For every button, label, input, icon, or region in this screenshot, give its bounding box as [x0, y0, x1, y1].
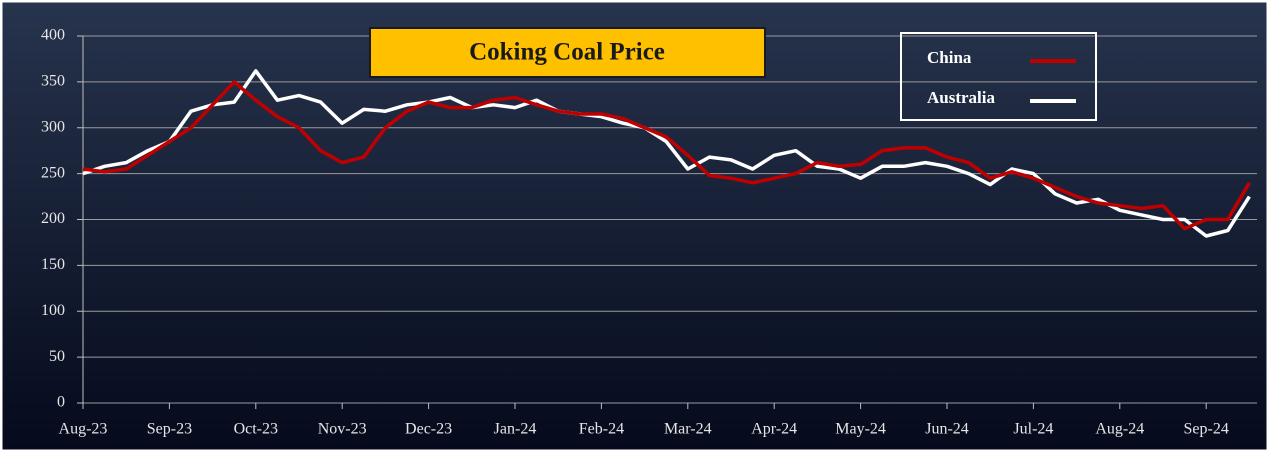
- y-tick-label: 400: [41, 27, 65, 44]
- x-tick-label: Aug-24: [1095, 421, 1144, 438]
- y-tick-label: 300: [41, 118, 65, 135]
- y-tick-label: 0: [57, 394, 65, 411]
- line-1: [82, 69, 1251, 238]
- y-tick-label: 150: [41, 256, 65, 273]
- x-tick-label: Nov-23: [318, 421, 367, 438]
- x-tick-label: Dec-23: [405, 421, 452, 438]
- x-tick-label: Apr-24: [751, 421, 797, 438]
- x-tick-label: Jan-24: [494, 421, 537, 438]
- x-tick-label: Jun-24: [925, 421, 969, 438]
- legend: China Australia: [927, 48, 1076, 107]
- x-tick-label: Aug-23: [59, 421, 108, 438]
- x-tick-label: Mar-24: [664, 421, 712, 438]
- x-tick-label: Sep-24: [1184, 421, 1229, 438]
- y-tick-label: 250: [41, 164, 65, 181]
- plot-area: 0 50 100 150 200 250 300 350 400 Aug-23 Sep-23 Oct-…: [41, 27, 1257, 438]
- y-tick-label: 350: [41, 73, 65, 90]
- x-tick-label: Jul-24: [1013, 421, 1053, 438]
- x-tick-label: May-24: [835, 421, 886, 438]
- x-tick-label: Sep-23: [147, 421, 192, 438]
- chart-title: Coking Coal Price: [469, 39, 665, 66]
- legend-box: [900, 32, 1097, 121]
- title-box: [369, 27, 766, 78]
- y-tick-label: 50: [49, 348, 65, 365]
- y-tick-label: 200: [41, 210, 65, 227]
- x-tick-label: Oct-23: [234, 421, 278, 438]
- x-tick-label: Feb-24: [579, 421, 624, 438]
- legend-label: China: [927, 48, 972, 67]
- y-tick-label: 100: [41, 302, 65, 319]
- legend-label: Australia: [927, 88, 996, 107]
- line-0: [82, 80, 1251, 231]
